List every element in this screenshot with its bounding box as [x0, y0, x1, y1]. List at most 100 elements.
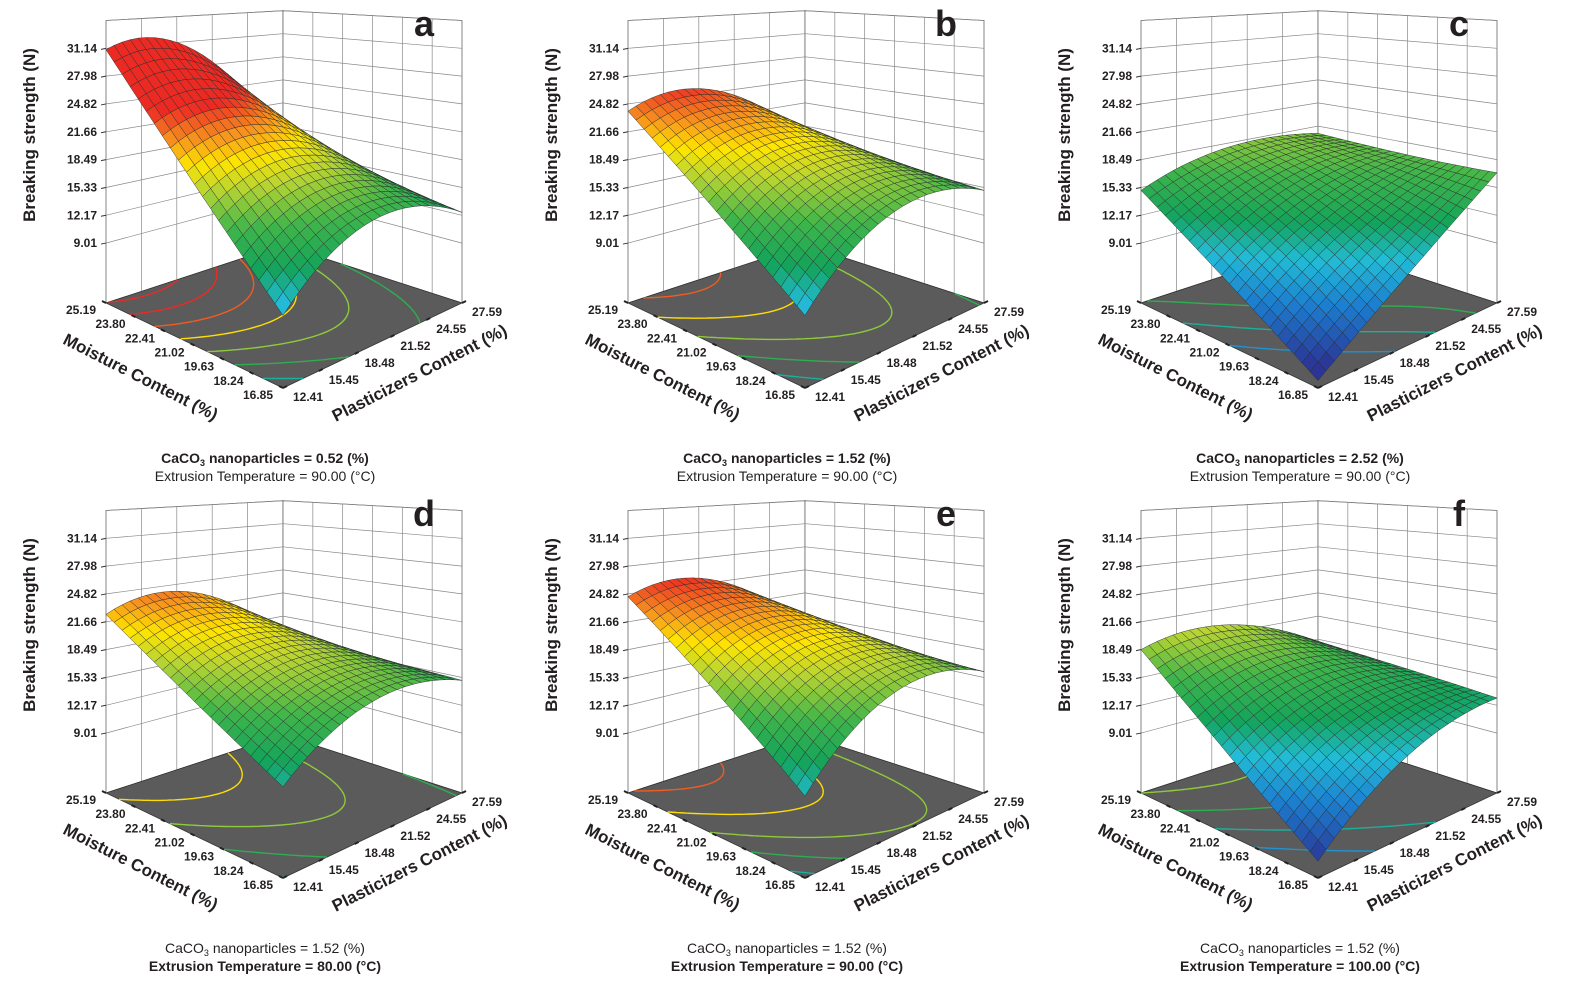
- x-tick-label: 25.19: [1101, 793, 1131, 807]
- x-tick-label: 21.02: [1189, 346, 1219, 360]
- z-tick: [622, 186, 629, 189]
- x-tick: [1313, 875, 1319, 879]
- z-tick: [622, 621, 629, 624]
- z-tick-label: 27.98: [1102, 559, 1132, 573]
- x-tick: [623, 790, 629, 794]
- x-tick: [1254, 356, 1260, 361]
- z-tick: [622, 242, 629, 245]
- z-tick: [100, 131, 107, 134]
- z-tick-label: 27.98: [589, 69, 619, 83]
- caption-text: nanoparticles = 1.52 (%): [1243, 940, 1400, 956]
- y-tick-label: 21.52: [1435, 339, 1465, 353]
- wall-gridline: [627, 10, 985, 21]
- x-tick-label: 22.41: [647, 331, 677, 345]
- caption-temperature: Extrusion Temperature = 90.00 (°C): [1189, 468, 1411, 484]
- y-tick: [876, 841, 882, 845]
- x-tick: [771, 860, 776, 865]
- surface-plot-a: 9.01 15.33 12.17 18.49 21.66 24.82 27.98 31.14 1…: [20, 3, 510, 426]
- x-tick-label: 16.85: [1278, 878, 1308, 892]
- x-tick: [1136, 790, 1142, 794]
- z-tick-label: 12.17: [67, 698, 97, 712]
- x-tick: [1225, 832, 1230, 837]
- caption-text: CaCO: [687, 940, 726, 956]
- x-tick-label: 18.24: [735, 864, 765, 878]
- z-tick-label: 12.17: [1102, 208, 1132, 222]
- z-tick: [1135, 676, 1142, 679]
- y-tick-label: 27.59: [472, 305, 502, 319]
- x-tick-label: 16.85: [765, 388, 795, 402]
- y-tick-label: 24.55: [436, 322, 466, 336]
- wall-gridline: [105, 500, 463, 511]
- y-tick: [804, 875, 810, 879]
- y-tick-label: 18.48: [887, 846, 917, 860]
- x-tick-label: 25.19: [66, 793, 96, 807]
- x-tick-label: 21.02: [154, 346, 184, 360]
- z-axis-title: Breaking strength (N): [20, 48, 39, 222]
- z-tick: [622, 103, 629, 106]
- caption-temperature: Extrusion Temperature = 100.00 (°C): [1180, 958, 1420, 974]
- z-tick: [100, 537, 107, 540]
- z-tick: [1135, 159, 1142, 162]
- x-tick-label: 22.41: [125, 821, 155, 835]
- y-tick: [947, 807, 953, 811]
- y-tick: [282, 385, 288, 389]
- z-tick-label: 31.14: [589, 531, 619, 545]
- z-tick-label: 27.98: [1102, 69, 1132, 83]
- y-tick: [876, 351, 882, 355]
- x-tick: [131, 314, 136, 319]
- y-tick: [983, 790, 989, 794]
- x-tick: [682, 328, 688, 333]
- x-tick: [160, 328, 166, 333]
- y-tick-label: 12.41: [1328, 880, 1358, 894]
- z-axis-title: Breaking strength (N): [1055, 48, 1074, 222]
- z-tick-label: 15.33: [589, 670, 619, 684]
- z-tick: [1135, 214, 1142, 217]
- surface-plot-c: 9.01 15.33 12.17 18.49 21.66 24.82 27.98 31.14 1…: [1055, 3, 1545, 426]
- x-tick-label: 25.19: [588, 793, 618, 807]
- y-tick-label: 12.41: [815, 390, 845, 404]
- caption-text: nanoparticles = 1.52 (%): [730, 940, 887, 956]
- y-tick-label: 12.41: [293, 390, 323, 404]
- z-tick: [622, 131, 629, 134]
- x-tick-label: 16.85: [1278, 388, 1308, 402]
- panel-letter: c: [1449, 3, 1469, 44]
- y-tick: [282, 875, 288, 879]
- z-tick-label: 24.82: [67, 97, 97, 111]
- contour-line: [118, 752, 243, 802]
- contour-line: [108, 279, 178, 303]
- z-tick: [100, 186, 107, 189]
- contour-line: [154, 258, 255, 328]
- caption-subscript: 3: [722, 458, 728, 468]
- z-tick-label: 31.14: [1102, 41, 1132, 55]
- z-tick: [1135, 593, 1142, 596]
- z-tick-label: 18.49: [67, 153, 97, 167]
- contour-line: [737, 292, 980, 363]
- z-tick-label: 12.17: [1102, 698, 1132, 712]
- z-tick: [100, 649, 107, 652]
- x-tick-label: 18.24: [1248, 864, 1278, 878]
- z-tick: [100, 704, 107, 707]
- caption-text: nanoparticles = 1.52 (%): [208, 940, 365, 956]
- y-tick: [840, 858, 846, 862]
- z-tick-label: 27.98: [589, 559, 619, 573]
- caption-caco3: CaCO3 nanoparticles = 2.52 (%): [1035, 449, 1565, 468]
- z-tick: [100, 621, 107, 624]
- y-tick: [354, 351, 360, 355]
- z-tick-label: 18.49: [1102, 153, 1132, 167]
- x-tick: [1195, 328, 1201, 333]
- z-tick-label: 15.33: [1102, 180, 1132, 194]
- y-tick: [1424, 334, 1430, 338]
- z-tick-label: 24.82: [589, 587, 619, 601]
- y-tick: [1317, 385, 1323, 389]
- y-tick: [1353, 858, 1359, 862]
- wall-gridline: [627, 500, 985, 511]
- z-axis-title: Breaking strength (N): [20, 538, 39, 712]
- z-tick-label: 21.66: [1102, 615, 1132, 629]
- y-tick: [983, 300, 989, 304]
- x-tick: [800, 385, 806, 389]
- panel-f: 9.01 15.33 12.17 18.49 21.66 24.82 27.98 31.14 1…: [1035, 490, 1565, 982]
- z-tick-label: 31.14: [589, 41, 619, 55]
- z-tick: [622, 214, 629, 217]
- z-tick-label: 12.17: [589, 698, 619, 712]
- x-tick-label: 18.24: [213, 864, 243, 878]
